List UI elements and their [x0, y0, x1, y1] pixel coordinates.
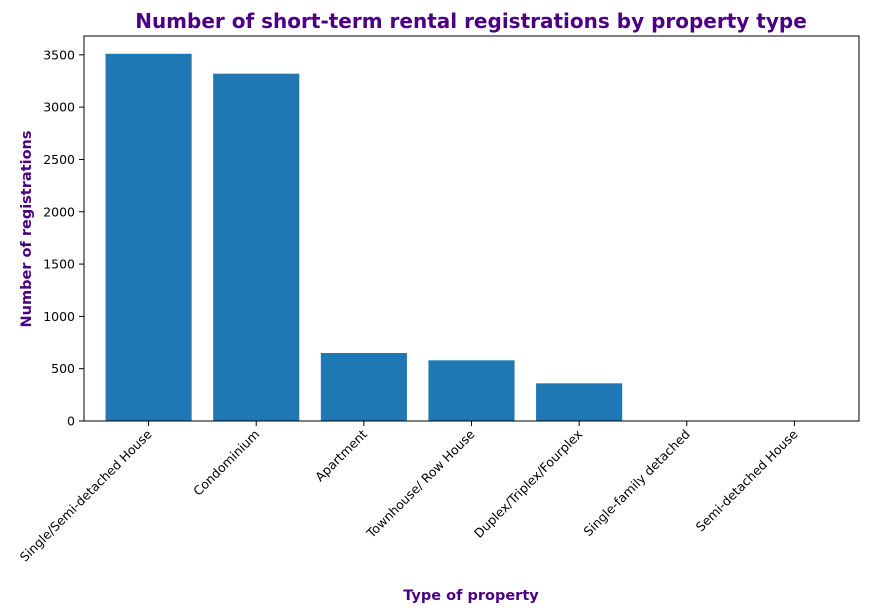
chart-title: Number of short-term rental registration…	[135, 9, 807, 33]
bar	[213, 73, 300, 421]
x-axis-label: Type of property	[403, 588, 539, 604]
y-tick-label: 3500	[43, 47, 75, 62]
bars-group	[105, 53, 838, 421]
bar	[105, 53, 192, 421]
x-tick-label: Apartment	[312, 426, 370, 484]
bar	[428, 360, 515, 421]
y-tick-label: 1500	[43, 257, 75, 272]
x-tick-label: Condominium	[190, 427, 262, 499]
x-tick-label: Townhouse/ Row House	[363, 426, 478, 541]
y-tick-label: 2500	[43, 152, 75, 167]
bar	[536, 383, 623, 421]
x-tick-label: Semi-detached House	[693, 426, 801, 534]
plot-area-frame	[83, 35, 860, 422]
x-tick-label: Single-family detached	[580, 427, 693, 540]
y-tick-label: 3000	[43, 100, 75, 115]
y-tick-label: 0	[67, 414, 75, 429]
bar	[320, 353, 407, 421]
y-ticks-group: 0 500 1000 1500 2000 2500 3000 3500	[43, 47, 84, 429]
y-tick-label: 2000	[43, 204, 75, 219]
x-tick-label: Duplex/Triplex/Fourplex	[471, 427, 585, 541]
x-ticks-group: Single/Semi-detached House Condominium Apa…	[17, 421, 801, 565]
y-tick-label: 500	[51, 361, 75, 376]
x-tick-label: Single/Semi-detached House	[17, 426, 155, 564]
y-axis-label: Number of registrations	[19, 131, 35, 328]
y-tick-label: 1000	[43, 309, 75, 324]
